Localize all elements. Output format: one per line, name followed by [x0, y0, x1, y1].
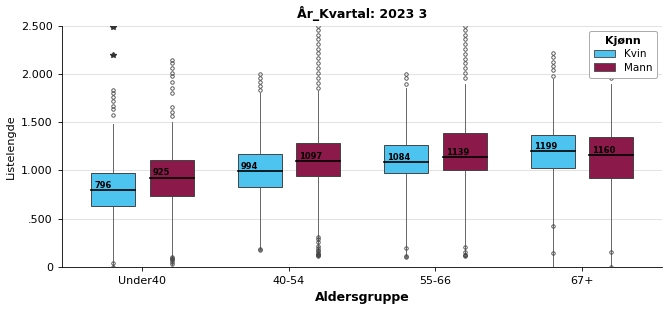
- Text: 1199: 1199: [534, 142, 557, 151]
- Title: År_Kvartal: 2023 3: År_Kvartal: 2023 3: [297, 6, 428, 20]
- Text: 796: 796: [94, 181, 112, 190]
- Bar: [384, 145, 428, 173]
- X-axis label: Aldersgruppe: Aldersgruppe: [315, 291, 409, 304]
- Bar: [296, 144, 340, 176]
- Bar: [238, 153, 282, 187]
- Bar: [530, 135, 574, 168]
- Text: 1139: 1139: [446, 148, 469, 157]
- Text: 1160: 1160: [592, 146, 615, 155]
- Text: 994: 994: [240, 162, 258, 171]
- Bar: [150, 160, 194, 196]
- Bar: [92, 173, 135, 206]
- Bar: [443, 133, 487, 171]
- Text: 1097: 1097: [299, 152, 322, 161]
- Bar: [589, 137, 633, 178]
- Text: 925: 925: [153, 168, 170, 177]
- Legend: Kvin, Mann: Kvin, Mann: [589, 31, 657, 78]
- Y-axis label: Listelengde: Listelengde: [5, 114, 15, 179]
- Text: 1084: 1084: [387, 153, 410, 162]
